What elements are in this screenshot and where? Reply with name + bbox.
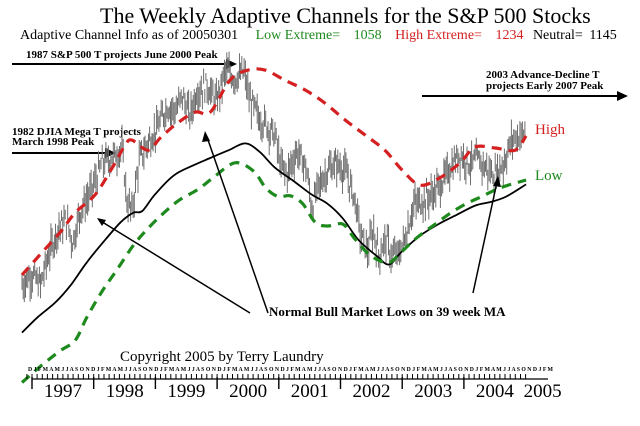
annotation-ad-2003-line1: 2003 Advance-Decline T bbox=[486, 69, 600, 81]
annotation-djia-1982-line1: 1982 DJIA Mega T projects bbox=[12, 126, 142, 138]
high-extreme-value: 1234 bbox=[495, 28, 523, 43]
low-extreme-value: 1058 bbox=[354, 28, 382, 43]
low-extreme-label: Low Extreme= bbox=[256, 28, 341, 43]
pointer-arrowhead-2004 bbox=[493, 176, 501, 187]
month-ticks bbox=[26, 374, 527, 379]
time-axis: D J F M A M J J A S O N D J F M A M J J … bbox=[26, 367, 562, 402]
pointer-line-1999 bbox=[206, 136, 269, 314]
pointer-line-2004 bbox=[472, 181, 498, 294]
year-label: 2002 bbox=[353, 381, 391, 402]
ma-series bbox=[21, 142, 527, 334]
pointer-line-1998 bbox=[98, 219, 251, 314]
neutral-value: 1145 bbox=[589, 28, 616, 43]
year-ticks: 1997 1998 1999 2000 2001 2002 2003 2004 2005 bbox=[31, 377, 562, 402]
series-label-low: Low bbox=[535, 168, 563, 184]
annotation-djia-1982-line2: March 1998 Peak bbox=[12, 136, 95, 148]
pointer-lines-bull-lows bbox=[97, 131, 501, 314]
pointer-arrowhead-1999 bbox=[202, 131, 210, 142]
chart-subtitle: Adaptive Channel Info as of 20050301 Low… bbox=[20, 28, 617, 43]
series-label-high: High bbox=[535, 122, 566, 138]
arrow-ad-2003 bbox=[422, 91, 628, 101]
low-channel-line bbox=[20, 161, 527, 384]
year-label: 1999 bbox=[167, 381, 205, 402]
high-channel-line bbox=[20, 67, 528, 276]
moving-average-line bbox=[21, 142, 527, 334]
arrow-djia-1982 bbox=[12, 148, 116, 158]
annotation-bull-lows: Normal Bull Market Lows on 39 week MA bbox=[269, 304, 506, 319]
pointer-arrowhead-1998 bbox=[97, 218, 106, 226]
year-label: 1997 bbox=[44, 381, 82, 402]
year-label: 2001 bbox=[291, 381, 329, 402]
year-label: 2003 bbox=[414, 381, 452, 402]
high-extreme-label: High Extreme= bbox=[395, 28, 482, 43]
year-label: 2000 bbox=[229, 381, 267, 402]
year-label: 2005 bbox=[524, 381, 562, 402]
copyright: Copyright 2005 by Terry Laundry bbox=[120, 349, 324, 365]
month-letters: D J F M A M J J A S O N D J F M A M J J … bbox=[28, 367, 553, 373]
price-series bbox=[21, 51, 526, 303]
annotation-ad-2003-line2: projects Early 2007 Peak bbox=[486, 80, 604, 92]
chart-title: The Weekly Adaptive Channels for the S&P… bbox=[100, 3, 591, 28]
annotation-sp500-1987: 1987 S&P 500 T projects June 2000 Peak bbox=[26, 49, 218, 61]
high-series bbox=[20, 67, 528, 276]
year-label: 2004 bbox=[476, 381, 515, 402]
info-label: Adaptive Channel Info as of 20050301 bbox=[20, 28, 238, 43]
year-label: 1998 bbox=[106, 381, 144, 402]
low-series bbox=[20, 161, 527, 384]
neutral-label: Neutral= bbox=[533, 28, 583, 43]
